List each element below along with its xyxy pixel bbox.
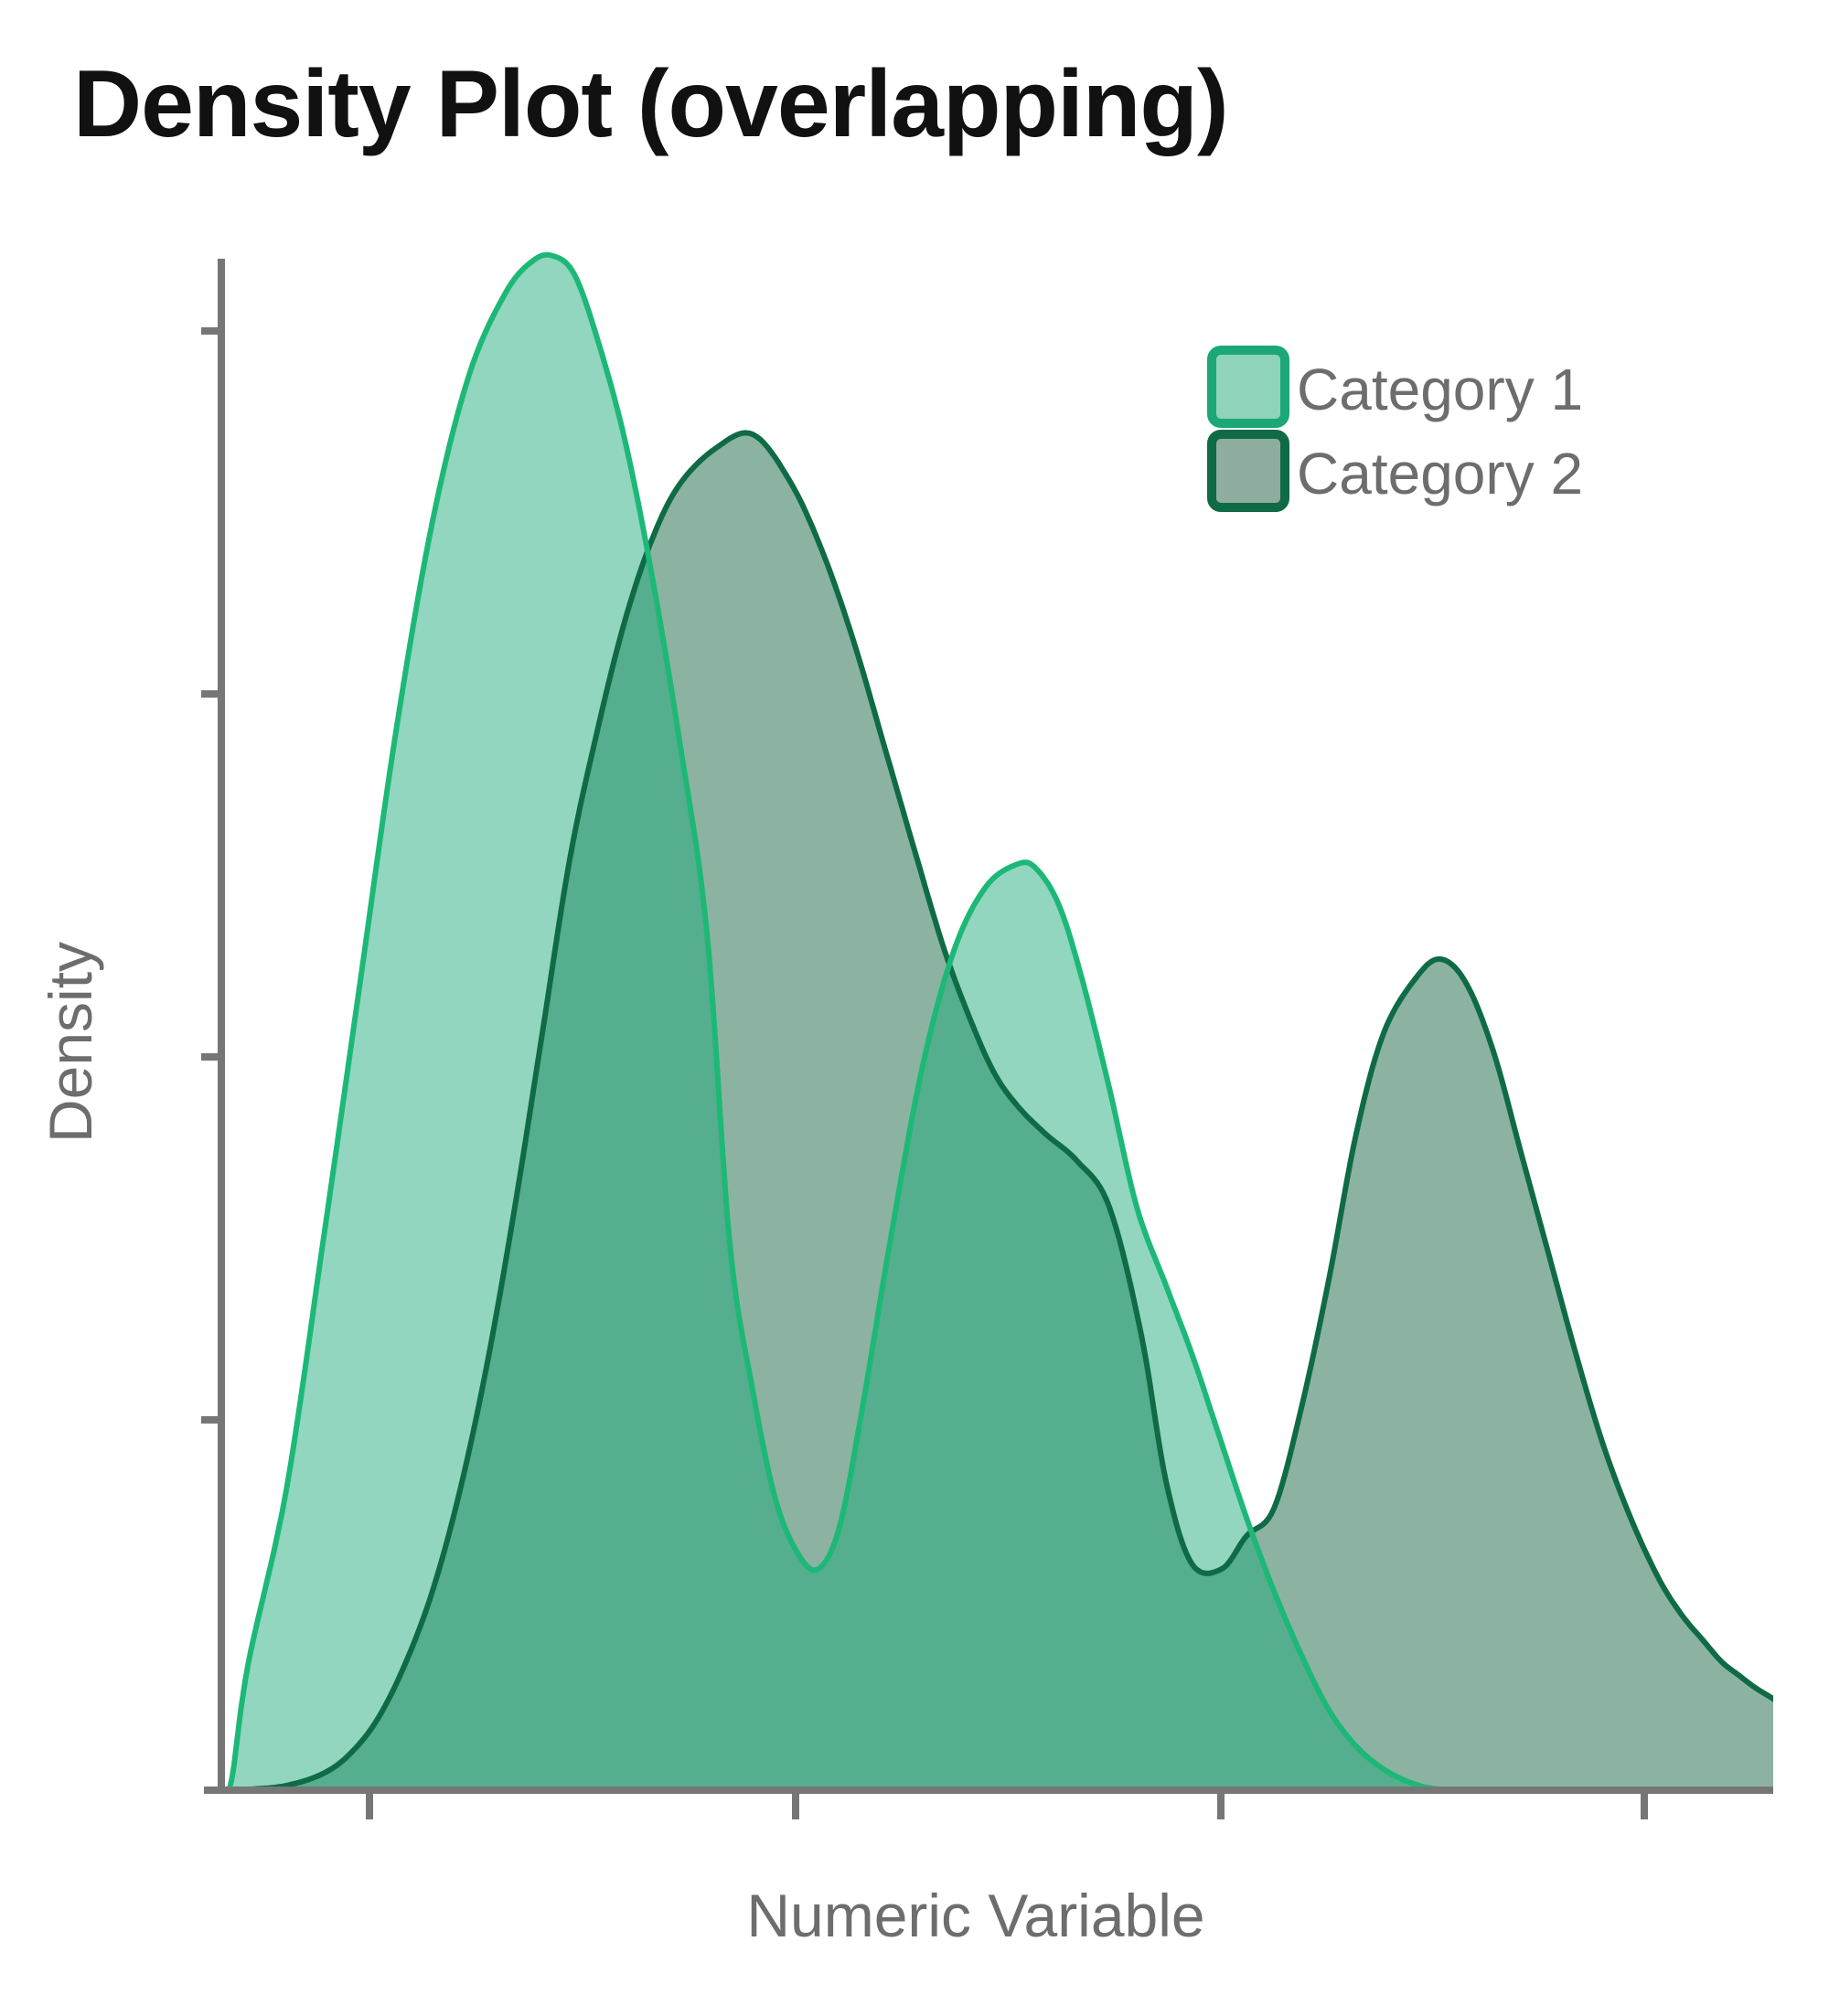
svg-text:Density: Density [37, 942, 104, 1143]
svg-text:Numeric Variable: Numeric Variable [746, 1882, 1204, 1949]
svg-text:Category 2: Category 2 [1297, 441, 1583, 507]
svg-text:Category 1: Category 1 [1297, 357, 1583, 422]
